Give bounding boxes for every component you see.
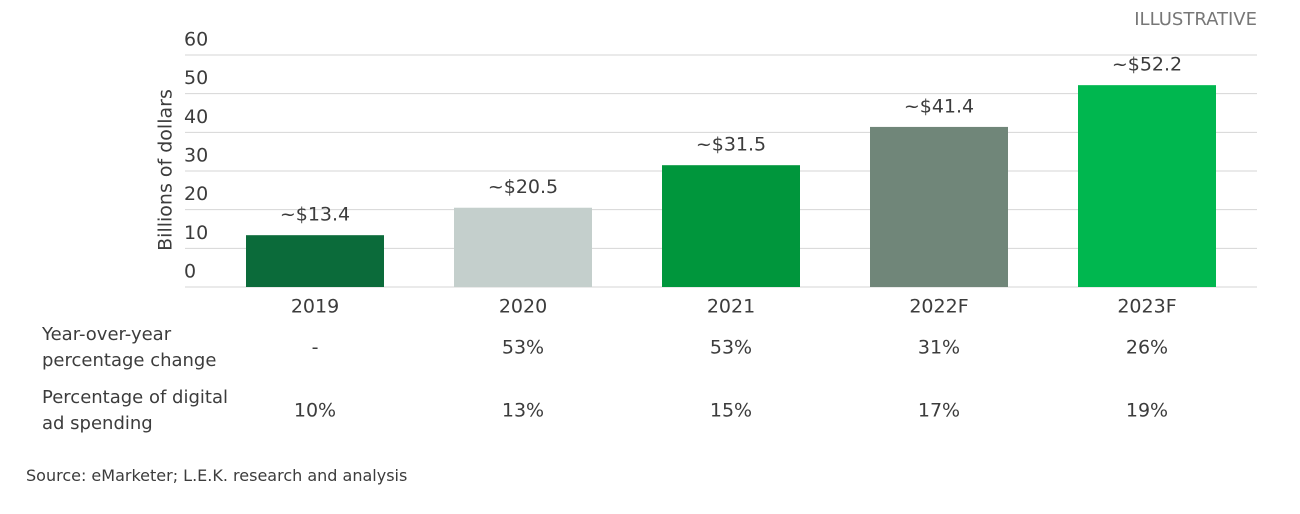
value-label: ~$13.4	[280, 204, 350, 226]
y-tick-label: 40	[184, 106, 208, 128]
row-label: Percentage of digital ad spending	[42, 387, 228, 434]
x-tick-label: 2020	[499, 296, 547, 318]
table-cell: 10%	[294, 400, 336, 422]
y-tick-label: 0	[184, 261, 196, 283]
table-cell: 53%	[502, 337, 544, 359]
annotation: ILLUSTRATIVE	[1134, 9, 1257, 30]
x-tick-label: 2021	[707, 296, 755, 318]
table-cell: 19%	[1126, 400, 1168, 422]
row-label: Year-over-year percentage change	[42, 324, 217, 371]
table-cell: 15%	[710, 400, 752, 422]
value-label: ~$20.5	[488, 176, 558, 198]
value-label: ~$41.4	[904, 95, 974, 117]
table-cell: 13%	[502, 400, 544, 422]
table-cell: 53%	[710, 337, 752, 359]
y-tick-label: 20	[184, 183, 208, 205]
y-tick-label: 10	[184, 222, 208, 244]
x-tick-label: 2019	[291, 296, 339, 318]
x-tick-label: 2022F	[909, 296, 968, 318]
y-tick-label: 60	[184, 29, 208, 51]
y-tick-label: 50	[184, 67, 208, 89]
bar	[246, 235, 384, 287]
source: Source: eMarketer; L.E.K. research and a…	[26, 466, 408, 485]
bar	[454, 207, 592, 287]
y-axis-label: Billions of dollars	[155, 89, 177, 251]
y-tick-label: 30	[184, 145, 208, 167]
value-label: ~$31.5	[696, 134, 766, 156]
table-cell: 26%	[1126, 337, 1168, 359]
bar	[870, 126, 1008, 287]
bar	[1078, 85, 1216, 287]
table-cell: 17%	[918, 400, 960, 422]
value-label: ~$52.2	[1112, 54, 1182, 76]
table-cell: -	[312, 337, 319, 359]
x-tick-label: 2023F	[1117, 296, 1176, 318]
table-cell: 31%	[918, 337, 960, 359]
bar	[662, 165, 800, 287]
